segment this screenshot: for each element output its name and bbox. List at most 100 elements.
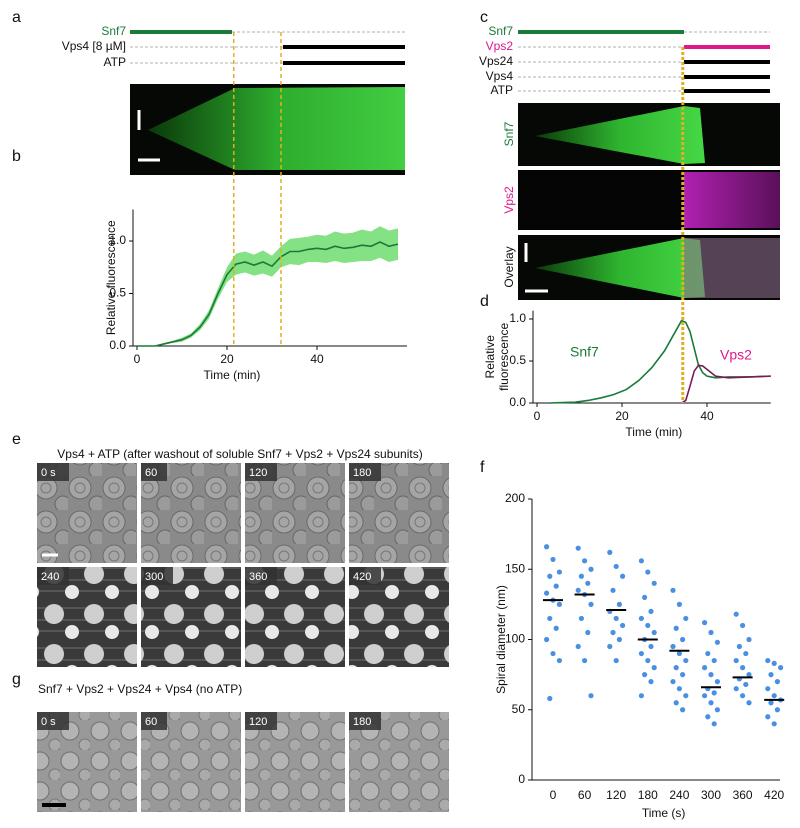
point	[765, 657, 771, 664]
y-axis-label: Relativefluorescence	[483, 322, 511, 390]
panel-letter: b	[12, 148, 21, 165]
point	[588, 566, 594, 572]
series-line	[137, 241, 399, 347]
point	[616, 636, 623, 643]
timeline-a: Snf7 Vps4 [8 µM] ATP	[62, 24, 405, 69]
time-label: 240	[41, 571, 59, 583]
point	[702, 693, 708, 699]
point	[746, 636, 752, 643]
point	[705, 714, 711, 720]
time-badge	[349, 463, 381, 481]
point	[547, 573, 553, 579]
x-tick-label: 360	[733, 788, 753, 802]
point	[578, 573, 585, 579]
point	[638, 615, 645, 622]
point	[680, 672, 686, 678]
y-tick-label: 1.0	[509, 311, 526, 325]
point	[642, 594, 648, 600]
x-tick-label: 20	[220, 352, 234, 366]
point	[768, 700, 774, 706]
point	[702, 620, 708, 626]
point	[774, 707, 781, 713]
point	[768, 672, 774, 678]
point	[676, 601, 683, 607]
point	[714, 707, 721, 713]
time-badge	[141, 712, 167, 730]
point	[733, 686, 739, 692]
point	[578, 615, 585, 622]
point	[638, 650, 645, 657]
point	[613, 563, 619, 570]
panel-caption: Vps4 + ATP (after washout of soluble Snf…	[57, 447, 422, 461]
point	[778, 665, 784, 671]
point	[547, 695, 553, 702]
point	[582, 558, 588, 564]
series-line	[681, 364, 771, 404]
point	[588, 693, 594, 699]
point	[743, 650, 749, 657]
time-label: 300	[145, 571, 163, 583]
point	[550, 650, 556, 657]
point	[771, 721, 777, 727]
point	[708, 629, 714, 636]
point	[673, 665, 679, 671]
panel-caption: Snf7 + Vps2 + Vps24 + Vps4 (no ATP)	[38, 682, 242, 696]
point	[670, 587, 676, 593]
time-badge	[37, 463, 69, 481]
time-label: 60	[145, 467, 157, 479]
x-tick-label: 420	[764, 788, 784, 802]
point	[620, 573, 626, 579]
point	[575, 587, 581, 593]
timeline-label: Vps2	[486, 39, 514, 53]
point	[588, 601, 594, 607]
point	[651, 629, 657, 636]
timeline-label: ATP	[104, 55, 126, 69]
x-tick-label: 40	[310, 352, 324, 366]
time-badge	[349, 712, 381, 730]
point	[711, 690, 717, 696]
point	[642, 672, 648, 678]
point	[708, 672, 714, 678]
timeline-label: Vps4 [8 µM]	[62, 39, 126, 53]
point	[550, 556, 556, 563]
point	[616, 601, 623, 607]
micrographs: 0 s 60 120 180 240 300 360 420 0 s 60 120 180	[37, 463, 449, 812]
point	[771, 660, 777, 666]
point	[638, 693, 645, 699]
y-tick-label: 200	[505, 491, 525, 505]
point	[585, 580, 591, 586]
point	[771, 693, 777, 699]
timeline-label: ATP	[491, 83, 513, 97]
y-tick-label: 0.0	[109, 338, 126, 352]
point	[740, 622, 746, 629]
point	[714, 679, 721, 685]
time-badge	[141, 463, 167, 481]
x-tick-label: 20	[615, 409, 629, 423]
point	[683, 693, 689, 699]
point	[705, 650, 711, 657]
point	[714, 639, 721, 645]
timeline-label: Snf7	[101, 24, 126, 38]
y-tick-label: 0	[518, 772, 525, 786]
time-label: 60	[145, 716, 157, 728]
point	[582, 657, 588, 664]
point	[740, 665, 746, 671]
point	[648, 608, 654, 615]
point	[610, 587, 616, 593]
x-axis-label: Time (min)	[204, 368, 261, 382]
point	[736, 643, 743, 650]
point	[774, 679, 781, 685]
timeline-label: Vps4	[486, 69, 514, 83]
x-tick-label: 180	[638, 788, 658, 802]
point	[648, 679, 654, 685]
point	[746, 672, 752, 678]
point	[670, 679, 676, 685]
panel-letter: c	[480, 9, 488, 26]
kymo-label: Snf7	[502, 121, 516, 146]
point	[683, 615, 689, 622]
point	[553, 583, 559, 589]
y-tick-label: 0.5	[509, 353, 526, 367]
point	[676, 650, 683, 657]
panel-letter: d	[480, 293, 489, 310]
